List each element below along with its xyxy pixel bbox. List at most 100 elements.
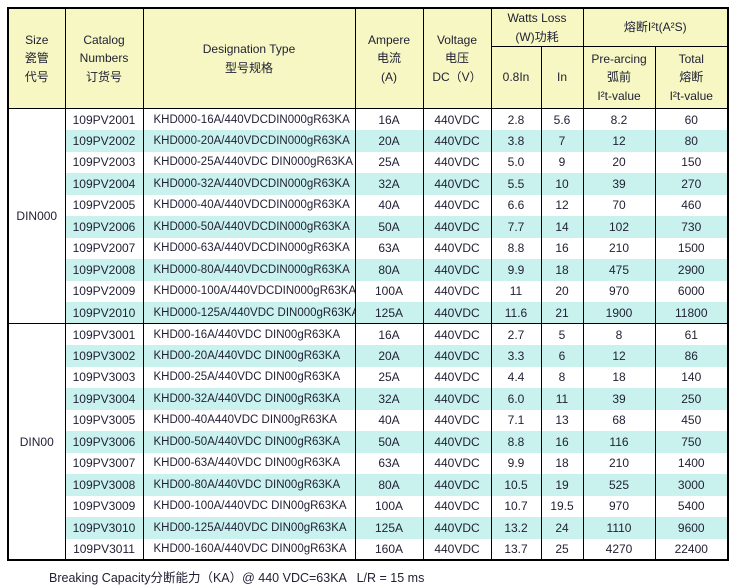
voltage-cell: 440VDC <box>422 216 492 238</box>
watts-loss-in-cell: 10 <box>540 173 584 195</box>
ampere-cell: 25A <box>354 151 424 174</box>
table-row: 109PV2003 KHD000-25A/440VDC DIN000gR63KA 2… <box>8 151 729 174</box>
pre-arcing-i2t-cell: 1900 <box>582 302 656 324</box>
watts-loss-0-8in-cell: 9.9 <box>490 259 542 281</box>
ampere-cell: 40A <box>354 409 424 432</box>
table-row: 109PV2009 KHD000-100A/440VDCDIN000gR63KA 1… <box>8 280 729 303</box>
watts-loss-0-8in-cell: 8.8 <box>490 431 542 453</box>
catalog-number-cell: 109PV3008 <box>64 474 144 496</box>
watts-loss-in-cell: 5.6 <box>540 108 584 131</box>
header-designation-type: Designation Type 型号规格 <box>142 7 356 110</box>
designation-type-cell: KHD000-20A/440VDCDIN000gR63KA <box>142 130 356 152</box>
watts-loss-0-8in-cell: 7.1 <box>490 409 542 432</box>
header-pre-arcing-i2t: Pre-arcing 弧前 I²t-value <box>582 46 656 110</box>
table-row: 109PV3007 KHD00-63A/440VDC DIN00gR63KA 63A… <box>8 452 729 475</box>
watts-loss-in-cell: 11 <box>540 388 584 410</box>
designation-type-cell: KHD000-100A/440VDCDIN000gR63KA <box>142 280 356 303</box>
total-i2t-cell: 250 <box>654 388 729 410</box>
total-i2t-cell: 61 <box>654 323 729 346</box>
table-row: 109PV3008 KHD00-80A/440VDC DIN00gR63KA 80A… <box>8 474 729 496</box>
designation-type-cell: KHD00-160A/440VDC DIN00gR63KA <box>142 538 356 561</box>
pre-arcing-i2t-cell: 1110 <box>582 517 656 539</box>
catalog-number-cell: 109PV2004 <box>64 173 144 195</box>
table-row: 109PV3010 KHD00-125A/440VDC DIN00gR63KA 12… <box>8 517 729 539</box>
ampere-cell: 80A <box>354 474 424 496</box>
designation-type-cell: KHD00-63A/440VDC DIN00gR63KA <box>142 452 356 475</box>
designation-type-cell: KHD000-63A/440VDCDIN000gR63KA <box>142 237 356 260</box>
total-i2t-cell: 150 <box>654 151 729 174</box>
ampere-cell: 100A <box>354 280 424 303</box>
catalog-number-cell: 109PV3006 <box>64 431 144 453</box>
watts-loss-in-cell: 7 <box>540 130 584 152</box>
ampere-cell: 63A <box>354 452 424 475</box>
catalog-number-cell: 109PV3010 <box>64 517 144 539</box>
size-group-label: DIN00 <box>7 323 66 561</box>
watts-loss-in-cell: 24 <box>540 517 584 539</box>
watts-loss-0-8in-cell: 5.0 <box>490 151 542 174</box>
ampere-cell: 20A <box>354 345 424 367</box>
total-i2t-cell: 460 <box>654 194 729 217</box>
total-i2t-cell: 450 <box>654 409 729 432</box>
table-row: 109PV3004 KHD00-32A/440VDC DIN00gR63KA 32A… <box>8 388 729 410</box>
watts-loss-0-8in-cell: 3.8 <box>490 130 542 152</box>
header-ampere: Ampere 电流 (A) <box>354 7 424 110</box>
watts-loss-in-cell: 18 <box>540 259 584 281</box>
voltage-cell: 440VDC <box>422 452 492 475</box>
watts-loss-in-cell: 21 <box>540 302 584 324</box>
watts-loss-0-8in-cell: 6.6 <box>490 194 542 217</box>
watts-loss-0-8in-cell: 2.7 <box>490 323 542 346</box>
voltage-cell: 440VDC <box>422 517 492 539</box>
voltage-cell: 440VDC <box>422 237 492 260</box>
designation-type-cell: KHD000-16A/440VDCDIN000gR63KA <box>142 108 356 131</box>
watts-loss-in-cell: 5 <box>540 323 584 346</box>
watts-loss-in-cell: 18 <box>540 452 584 475</box>
table-header: Size 瓷管 代号 Catalog Numbers 订货号 Designati… <box>7 7 729 110</box>
header-watts-loss: Watts Loss (W)功耗 <box>490 7 584 48</box>
pre-arcing-i2t-cell: 12 <box>582 345 656 367</box>
watts-loss-in-cell: 13 <box>540 409 584 432</box>
watts-loss-0-8in-cell: 3.3 <box>490 345 542 367</box>
designation-type-cell: KHD00-25A/440VDC DIN00gR63KA <box>142 366 356 389</box>
watts-loss-in-cell: 16 <box>540 237 584 260</box>
table-row: 109PV3003 KHD00-25A/440VDC DIN00gR63KA 25A… <box>8 366 729 389</box>
catalog-number-cell: 109PV3001 <box>64 323 144 346</box>
ampere-cell: 80A <box>354 259 424 281</box>
voltage-cell: 440VDC <box>422 409 492 432</box>
ampere-cell: 16A <box>354 323 424 346</box>
ampere-cell: 25A <box>354 366 424 389</box>
designation-type-cell: KHD00-32A/440VDC DIN00gR63KA <box>142 388 356 410</box>
header-i2t: 熔断I²t(A²S) <box>582 7 729 48</box>
catalog-number-cell: 109PV2009 <box>64 280 144 303</box>
watts-loss-0-8in-cell: 4.4 <box>490 366 542 389</box>
designation-type-cell: KHD00-50A/440VDC DIN00gR63KA <box>142 431 356 453</box>
catalog-number-cell: 109PV2008 <box>64 259 144 281</box>
pre-arcing-i2t-cell: 39 <box>582 388 656 410</box>
table-row: 109PV2005 KHD000-40A/440VDCDIN000gR63KA 40… <box>8 194 729 217</box>
total-i2t-cell: 9600 <box>654 517 729 539</box>
watts-loss-0-8in-cell: 11 <box>490 280 542 303</box>
catalog-number-cell: 109PV2002 <box>64 130 144 152</box>
total-i2t-cell: 730 <box>654 216 729 238</box>
catalog-number-cell: 109PV3005 <box>64 409 144 432</box>
table-row: 109PV2004 KHD000-32A/440VDCDIN000gR63KA 32… <box>8 173 729 195</box>
ampere-cell: 50A <box>354 431 424 453</box>
pre-arcing-i2t-cell: 12 <box>582 130 656 152</box>
total-i2t-cell: 2900 <box>654 259 729 281</box>
voltage-cell: 440VDC <box>422 302 492 324</box>
voltage-cell: 440VDC <box>422 323 492 346</box>
total-i2t-cell: 3000 <box>654 474 729 496</box>
watts-loss-0-8in-cell: 2.8 <box>490 108 542 131</box>
watts-loss-0-8in-cell: 13.2 <box>490 517 542 539</box>
total-i2t-cell: 80 <box>654 130 729 152</box>
designation-type-cell: KHD000-25A/440VDC DIN000gR63KA <box>142 151 356 174</box>
ampere-cell: 125A <box>354 517 424 539</box>
pre-arcing-i2t-cell: 210 <box>582 452 656 475</box>
table-row: 109PV3005 KHD00-40A440VDC DIN00gR63KA 40A 4… <box>8 409 729 432</box>
pre-arcing-i2t-cell: 4270 <box>582 538 656 561</box>
catalog-number-cell: 109PV2006 <box>64 216 144 238</box>
ampere-cell: 16A <box>354 108 424 131</box>
ampere-cell: 40A <box>354 194 424 217</box>
total-i2t-cell: 60 <box>654 108 729 131</box>
voltage-cell: 440VDC <box>422 538 492 561</box>
voltage-cell: 440VDC <box>422 495 492 518</box>
